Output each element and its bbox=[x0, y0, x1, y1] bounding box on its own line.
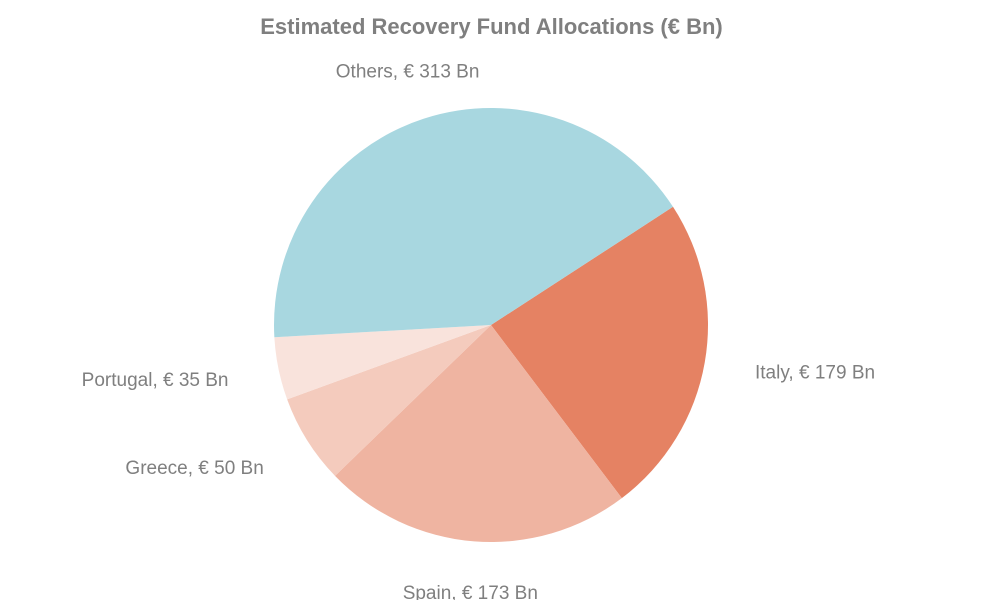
pie-label-others: Others, € 313 Bn bbox=[336, 61, 480, 82]
pie-label-spain: Spain, € 173 Bn bbox=[403, 583, 538, 600]
pie-label-portugal: Portugal, € 35 Bn bbox=[82, 370, 229, 391]
pie-labels: Italy, € 179 Bn Spain, € 173 Bn Greece, € … bbox=[82, 61, 875, 600]
pie-label-greece: Greece, € 50 Bn bbox=[125, 458, 263, 479]
pie-slice-italy bbox=[491, 206, 709, 499]
pie-slice-greece bbox=[287, 325, 491, 476]
pie-slice-others bbox=[274, 108, 673, 338]
pie-slices bbox=[274, 108, 709, 543]
chart-title: Estimated Recovery Fund Allocations (€ B… bbox=[260, 14, 723, 39]
pie-label-italy: Italy, € 179 Bn bbox=[755, 362, 875, 383]
pie-slice-portugal bbox=[274, 325, 491, 400]
pie-slice-spain bbox=[335, 325, 622, 543]
